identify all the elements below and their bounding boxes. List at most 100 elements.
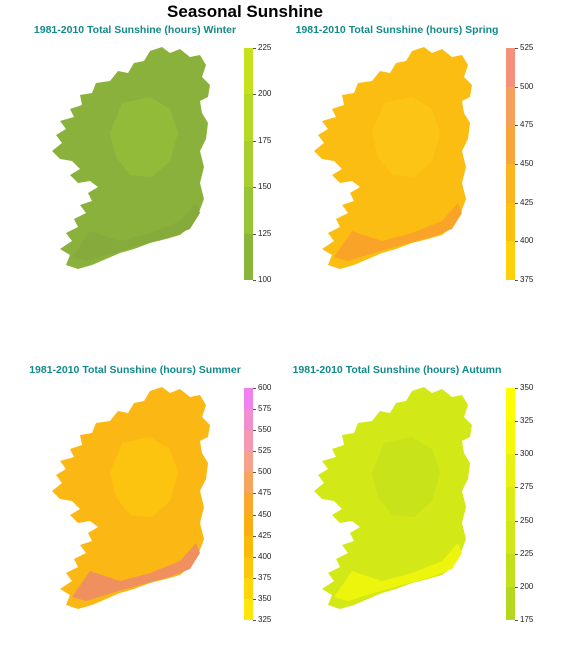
legend-swatch <box>506 421 515 455</box>
legend-swatch <box>244 493 253 515</box>
map-coastal-zone-autumn <box>334 543 462 601</box>
legend-tick-label: 225 <box>258 43 272 52</box>
legend-tick-label: 375 <box>520 275 534 284</box>
legend-tick-mark <box>253 233 256 235</box>
legend-colorbar-summer <box>244 388 253 620</box>
legend-tick-mark <box>515 48 518 49</box>
legend-tick-mark <box>253 409 256 411</box>
legend-tick-label: 350 <box>258 593 272 603</box>
legend-swatch <box>506 86 515 126</box>
legend-swatch <box>506 241 515 280</box>
legend-tick-mark <box>253 187 256 189</box>
legend-tick-label: 100 <box>258 275 272 284</box>
legend-tick-label: 575 <box>258 404 272 414</box>
legend-tick-mark <box>515 520 518 522</box>
legend-tick-mark <box>253 472 256 474</box>
legend-tick-label: 250 <box>520 515 534 525</box>
legend-tick-mark <box>253 577 256 579</box>
legend-tick-label: 425 <box>258 530 272 540</box>
legend-swatch <box>506 553 515 587</box>
legend-tick-mark <box>515 454 518 456</box>
legend-tick-label: 175 <box>520 615 534 624</box>
legend-colorbar-spring <box>506 48 515 280</box>
panel-title-autumn: 1981-2010 Total Sunshine (hours) Autumn <box>292 364 502 376</box>
legend-tick-mark <box>253 514 256 516</box>
legend-tick-mark <box>253 556 256 558</box>
legend-swatch <box>506 487 515 521</box>
legend-swatch <box>506 48 515 87</box>
map-inland-zone-autumn <box>372 437 440 517</box>
legend-tick-label: 400 <box>520 236 534 246</box>
legend-tick-mark <box>515 586 518 588</box>
legend-tick-label: 400 <box>258 551 272 561</box>
legend-swatch <box>244 388 253 410</box>
legend-tick-mark <box>253 430 256 432</box>
legend-tick-label: 550 <box>258 425 272 435</box>
legend-tick-label: 450 <box>258 509 272 519</box>
legend-swatch <box>506 586 515 620</box>
legend-tick-label: 175 <box>258 135 272 145</box>
legend-swatch <box>506 202 515 242</box>
legend-swatch <box>506 163 515 203</box>
legend-swatch <box>506 520 515 554</box>
legend-tick-mark <box>515 164 518 165</box>
panel-spring: 1981-2010 Total Sunshine (hours) Spring … <box>262 24 537 319</box>
map-inland-zone-spring <box>372 97 440 177</box>
legend-swatch <box>244 577 253 599</box>
panel-title-summer: 1981-2010 Total Sunshine (hours) Summer <box>29 364 241 376</box>
legend-tick-label: 325 <box>258 615 272 624</box>
panel-autumn: 1981-2010 Total Sunshine (hours) Autumn … <box>262 364 537 659</box>
legend-colorbar-winter <box>244 48 253 280</box>
legend-tick-label: 475 <box>258 488 272 498</box>
legend-tick-label: 350 <box>520 383 534 392</box>
legend-tick-mark <box>253 535 256 537</box>
legend-swatch <box>244 430 253 452</box>
legend-tick-mark <box>253 388 256 389</box>
legend-tick-mark <box>515 202 518 204</box>
legend-swatch <box>244 598 253 620</box>
legend-tick-label: 450 <box>520 159 534 168</box>
legend-tick-label: 425 <box>520 197 534 207</box>
legend-tick-mark <box>253 140 256 142</box>
legend-tick-label: 300 <box>520 449 534 459</box>
legend-tick-label: 125 <box>258 228 272 238</box>
legend-swatch <box>244 140 253 188</box>
legend-tick-label: 325 <box>520 416 534 426</box>
legend-tick-label: 475 <box>520 120 534 130</box>
legend-tick-mark <box>253 48 256 49</box>
map-inland-zone-summer <box>110 437 178 517</box>
ireland-map-winter <box>52 47 210 269</box>
map-inland-zone-winter <box>110 97 178 177</box>
legend-tick-mark <box>253 620 256 621</box>
legend-tick-mark <box>253 94 256 96</box>
ireland-map-autumn <box>314 387 472 609</box>
panel-winter: 1981-2010 Total Sunshine (hours) Winter … <box>0 24 275 319</box>
legend-tick-mark <box>253 280 256 281</box>
legend-tick-label: 225 <box>520 548 534 558</box>
ireland-map-summer <box>52 387 210 609</box>
legend-tick-mark <box>515 620 518 621</box>
legend-tick-mark <box>253 598 256 600</box>
legend-tick-mark <box>253 451 256 453</box>
legend-swatch <box>244 514 253 536</box>
legend-tick-label: 200 <box>258 89 272 99</box>
legend-tick-mark <box>515 421 518 423</box>
legend-tick-label: 375 <box>258 572 272 582</box>
legend-tick-mark <box>515 388 518 389</box>
legend-swatch <box>244 187 253 234</box>
legend-tick-mark <box>515 487 518 489</box>
page-title: Seasonal Sunshine <box>167 2 323 21</box>
map-coastal-zone-summer <box>72 543 200 601</box>
legend-tick-label: 525 <box>520 43 534 52</box>
legend-tick-label: 600 <box>258 383 272 392</box>
legend-swatch <box>244 48 253 95</box>
legend-tick-label: 200 <box>520 581 534 591</box>
legend-swatch <box>244 556 253 578</box>
legend-tick-mark <box>515 553 518 555</box>
legend-swatch <box>506 125 515 164</box>
map-coastal-zone-winter <box>72 203 200 261</box>
legend-tick-label: 275 <box>520 482 534 492</box>
legend-tick-mark <box>515 125 518 127</box>
legend-swatch <box>506 454 515 488</box>
legend-swatch <box>244 472 253 494</box>
